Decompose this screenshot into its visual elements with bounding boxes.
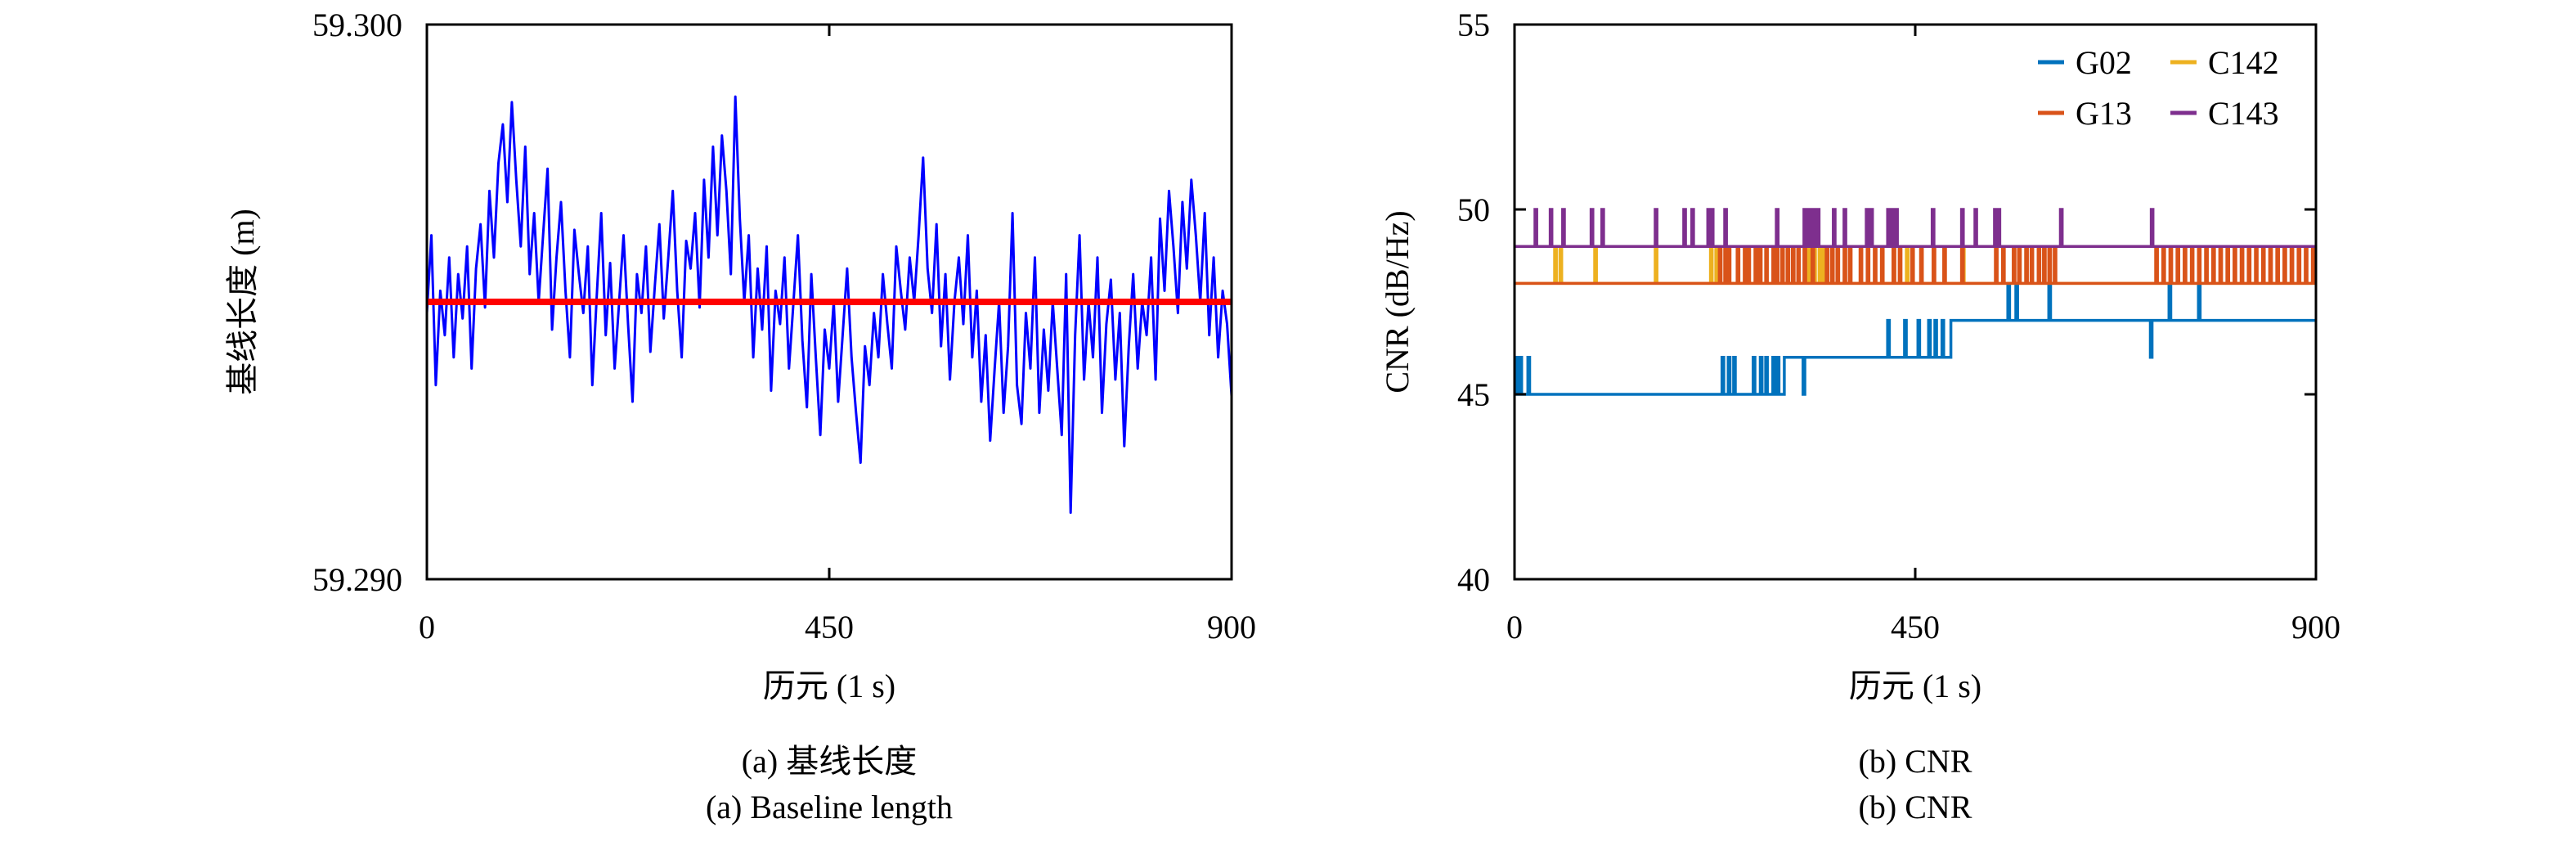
series-line-g02 <box>1514 281 2316 396</box>
x-tick-label: 0 <box>419 609 435 645</box>
legend-label-c143: C143 <box>2208 95 2279 132</box>
series-line-c143 <box>1515 208 2316 248</box>
y-tick-label: 55 <box>1457 7 1490 43</box>
x-axis-label: 历元 (1 s) <box>763 668 895 704</box>
y-axis-label: 基线长度 (m) <box>224 209 261 395</box>
y-axis-label: CNR (dB/Hz) <box>1379 210 1416 393</box>
caption-en: (a) Baseline length <box>706 789 953 825</box>
x-tick-label: 900 <box>2291 609 2340 645</box>
y-tick-label: 50 <box>1457 191 1490 228</box>
baseline-series-line <box>425 95 1233 515</box>
x-axis-label: 历元 (1 s) <box>1849 668 1981 704</box>
series-line-c142 <box>1515 245 2316 286</box>
y-tick-label: 40 <box>1457 561 1490 598</box>
cnr-chart: 40 45 50 55 0 450 900 历元 (1 s) CNR (dB/H… <box>1379 7 2340 825</box>
y-tick-label: 45 <box>1457 376 1490 413</box>
plot-area <box>425 95 1233 515</box>
plot-area <box>1514 208 2316 396</box>
tick-marks <box>1515 25 2316 579</box>
legend-label-g02: G02 <box>2076 44 2132 81</box>
baseline-length-chart: 59.300 59.290 0 450 900 历元 (1 s) 基线长度 (m… <box>224 7 1256 825</box>
x-tick-label: 450 <box>805 609 854 645</box>
legend: G02 C142 G13 C143 <box>2038 44 2279 132</box>
legend-label-g13: G13 <box>2076 95 2132 132</box>
series-line-g13 <box>1515 245 2316 286</box>
x-tick-label: 0 <box>1506 609 1523 645</box>
caption-cn: (a) 基线长度 <box>742 743 917 780</box>
x-tick-label: 900 <box>1207 609 1256 645</box>
legend-label-c142: C142 <box>2208 44 2279 81</box>
caption-cn: (b) CNR <box>1859 743 1972 780</box>
axes-frame <box>1513 23 2318 581</box>
y-tick-label: 59.300 <box>312 7 402 43</box>
caption-en: (b) CNR <box>1859 789 1972 825</box>
x-tick-label: 450 <box>1891 609 1940 645</box>
y-tick-label: 59.290 <box>312 561 402 598</box>
